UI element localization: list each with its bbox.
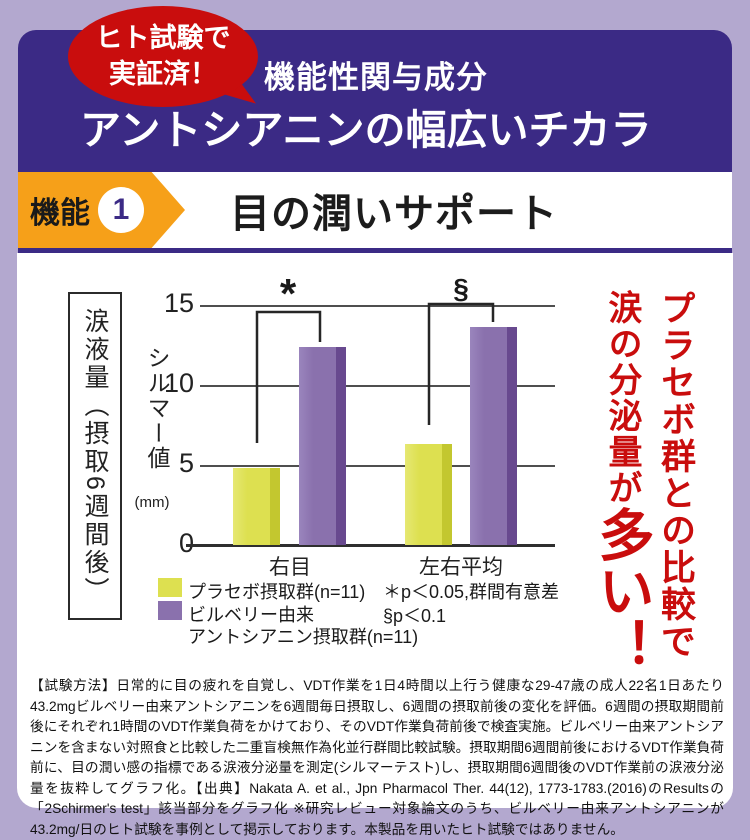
legend-swatch-placebo xyxy=(158,578,182,597)
y-axis-label: シルマー値 xyxy=(144,346,170,471)
methodology-footnote: 【試験方法】日常的に目の疲れを自覚し、VDT作業を1日4時間以上行う健康な29-… xyxy=(30,678,724,837)
gridline-15 xyxy=(200,305,555,307)
callout-column2-normal: 涙の分泌量が xyxy=(603,290,641,506)
legend-label-anthocyanin-line2: アントシアニン摂取群(n=11) xyxy=(188,627,419,647)
bar-anthocyanin-average xyxy=(470,327,517,545)
gridline-10 xyxy=(200,385,555,387)
sig-bracket-right-eye xyxy=(255,310,322,443)
y-tick-0: 0 xyxy=(178,528,194,558)
function-title: 目の潤いサポート xyxy=(230,192,558,236)
function-tag: 機能 1 xyxy=(18,172,185,248)
human-trial-badge: ヒト試験で 実証済！ xyxy=(68,6,258,107)
significance-note-1: ＊p＜0.05,群間有意差 xyxy=(383,582,560,602)
badge-line2: 実証済！ xyxy=(109,58,217,89)
callout-column2-large: 多い！ xyxy=(591,506,654,674)
x-axis-line xyxy=(186,544,555,547)
sig-symbol-average: § xyxy=(453,273,469,304)
function-number-badge: 1 xyxy=(98,187,144,233)
significance-note-2: §p＜0.1 xyxy=(383,606,447,626)
content-card xyxy=(17,253,733,808)
legend-label-placebo: プラセボ摂取群(n=11) xyxy=(188,582,366,602)
y-tick-5: 5 xyxy=(178,448,194,478)
significance-overlay: * § xyxy=(255,272,495,443)
y-tick-15: 15 xyxy=(163,288,194,318)
badge-line1: ヒト試験で xyxy=(95,23,231,54)
callout-column2: 涙の分泌量が多い！ xyxy=(582,290,663,674)
y-tick-10: 10 xyxy=(163,368,194,398)
bar-anthocyanin-right-eye xyxy=(299,347,346,545)
sig-symbol-right-eye: * xyxy=(280,272,297,317)
page-title: アントシアニンの幅広いチカラ xyxy=(80,107,652,153)
legend-label-anthocyanin-line1: ビルベリー由来 xyxy=(188,605,314,625)
sig-bracket-average xyxy=(427,302,495,425)
gridline-5 xyxy=(200,465,555,467)
chart-axis-title-box: 涙液量（摂取6週間後） xyxy=(68,292,122,620)
chart-axis-title: 涙液量（摂取6週間後） xyxy=(81,307,109,605)
y-axis-unit: (mm) xyxy=(134,494,170,511)
function-tag-label: 機能 xyxy=(30,197,90,230)
callout-column1: プラセボ群との比較で xyxy=(656,290,695,660)
function-banner: 機能 1 目の潤いサポート xyxy=(18,172,732,248)
bar-chart-plot xyxy=(186,305,555,547)
legend-swatch-anthocyanin xyxy=(158,601,182,620)
bar-placebo-right-eye xyxy=(233,468,280,545)
category-label-right-eye: 右目 xyxy=(269,556,311,579)
bar-placebo-average xyxy=(405,444,452,545)
category-label-average: 左右平均 xyxy=(419,556,503,579)
header-subtitle: 機能性関与成分 xyxy=(264,60,488,95)
